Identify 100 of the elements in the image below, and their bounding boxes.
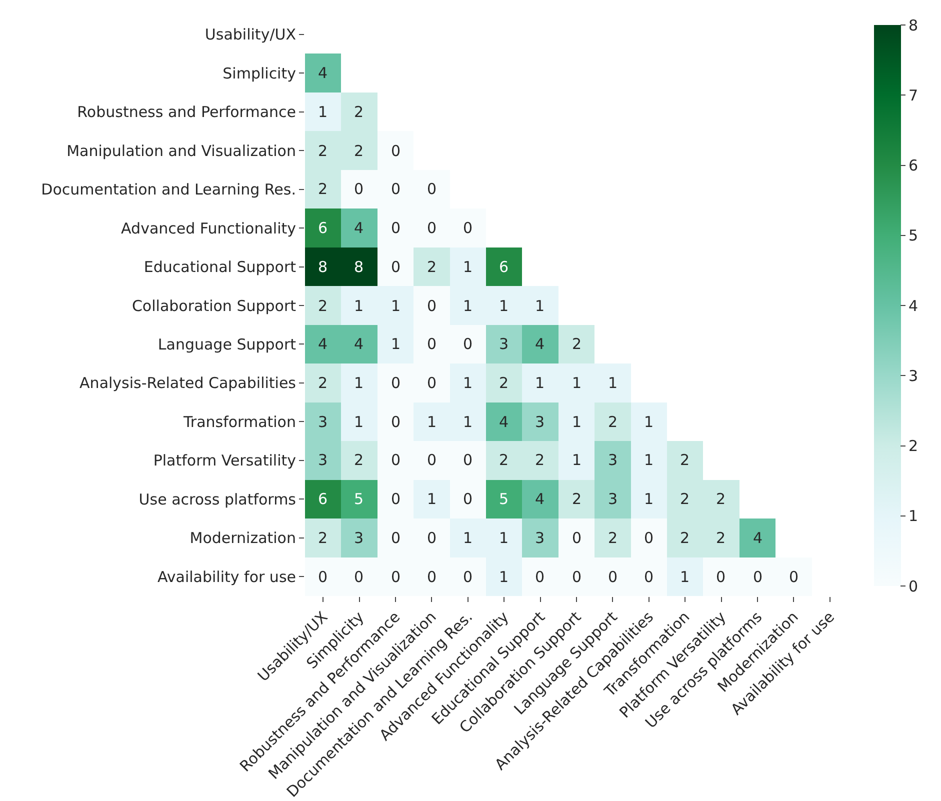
data-label: 0 (391, 451, 401, 469)
data-label: 6 (318, 219, 328, 237)
data-label: 4 (753, 529, 763, 547)
data-label: 1 (318, 103, 328, 121)
data-label: 0 (427, 451, 437, 469)
data-label: 2 (318, 529, 328, 547)
data-label: 0 (354, 568, 364, 586)
color-bar-label: 6 (908, 156, 918, 174)
data-label: 5 (354, 490, 364, 508)
data-label: 4 (354, 219, 364, 237)
data-label: 0 (463, 568, 473, 586)
data-label: 1 (354, 413, 364, 431)
data-label: 3 (354, 529, 364, 547)
data-label: 1 (354, 374, 364, 392)
data-label: 1 (499, 568, 509, 586)
data-label: 3 (499, 335, 509, 353)
data-label: 2 (427, 258, 437, 276)
data-label: 8 (318, 258, 328, 276)
data-label: 0 (391, 142, 401, 160)
data-label: 2 (499, 374, 509, 392)
data-label: 2 (680, 490, 690, 508)
data-label: 0 (789, 568, 799, 586)
color-bar-label: 4 (908, 296, 918, 315)
data-label: 2 (572, 490, 582, 508)
data-label: 0 (391, 529, 401, 547)
y-tick-label: Analysis-Related Capabilities (80, 374, 296, 392)
data-label: 1 (463, 413, 473, 431)
data-label: 0 (608, 568, 618, 586)
data-label: 0 (354, 180, 364, 198)
data-label: 1 (572, 413, 582, 431)
data-label: 1 (463, 258, 473, 276)
data-label: 2 (318, 374, 328, 392)
data-label: 4 (354, 335, 364, 353)
y-tick-label: Platform Versatility (153, 452, 296, 470)
data-label: 2 (608, 413, 618, 431)
color-bar-label: 1 (908, 507, 918, 526)
data-label: 0 (391, 413, 401, 431)
data-label: 6 (499, 258, 509, 276)
y-tick-label: Advanced Functionality (121, 219, 296, 238)
data-label: 0 (753, 568, 763, 586)
data-label: 3 (318, 413, 328, 431)
y-tick-label: Modernization (190, 529, 296, 548)
data-label: 1 (463, 374, 473, 392)
y-tick-label: Documentation and Learning Res. (41, 180, 296, 199)
y-tick-label: Manipulation and Visualization (66, 142, 296, 160)
data-label: 2 (716, 529, 726, 547)
data-label: 8 (354, 258, 364, 276)
data-label: 1 (572, 374, 582, 392)
data-label: 1 (354, 297, 364, 315)
data-label: 0 (572, 568, 582, 586)
data-label: 2 (354, 451, 364, 469)
data-label: 1 (427, 490, 437, 508)
data-label: 0 (391, 180, 401, 198)
data-label: 0 (391, 374, 401, 392)
data-label: 2 (572, 335, 582, 353)
data-label: 1 (391, 335, 401, 353)
data-label: 0 (391, 258, 401, 276)
data-label: 0 (572, 529, 582, 547)
data-label: 3 (608, 451, 618, 469)
y-tick-label: Usability/UX (204, 26, 296, 44)
data-label: 1 (463, 297, 473, 315)
data-label: 1 (535, 297, 545, 315)
data-label: 0 (427, 529, 437, 547)
data-label: 0 (463, 490, 473, 508)
data-label: 2 (499, 451, 509, 469)
data-label: 0 (463, 451, 473, 469)
y-tick-label: Transformation (182, 412, 296, 431)
data-label: 1 (608, 374, 618, 392)
data-label: 1 (463, 529, 473, 547)
data-label: 0 (535, 568, 545, 586)
data-label: 1 (535, 374, 545, 392)
y-tick-label: Educational Support (144, 258, 296, 276)
data-label: 3 (535, 413, 545, 431)
data-label: 0 (391, 568, 401, 586)
y-tick-label: Use across platforms (138, 490, 296, 508)
data-label: 1 (644, 413, 654, 431)
data-label: 4 (535, 335, 545, 353)
y-tick-label: Collaboration Support (132, 296, 296, 315)
data-label: 0 (644, 529, 654, 547)
data-label: 5 (499, 490, 509, 508)
data-label: 4 (318, 64, 328, 82)
color-bar-label: 0 (908, 577, 918, 596)
data-label: 2 (354, 103, 364, 121)
data-label: 1 (572, 451, 582, 469)
data-label: 6 (318, 490, 328, 508)
data-label: 0 (391, 219, 401, 237)
data-label: 0 (427, 219, 437, 237)
data-label: 2 (354, 142, 364, 160)
data-label: 1 (499, 297, 509, 315)
data-label: 3 (318, 451, 328, 469)
data-label: 2 (716, 490, 726, 508)
data-label: 0 (644, 568, 654, 586)
y-tick-label: Robustness and Performance (77, 103, 296, 122)
color-bar-label: 8 (908, 16, 918, 34)
data-label: 2 (318, 297, 328, 315)
data-label: 0 (427, 568, 437, 586)
y-tick-label: Language Support (158, 335, 296, 354)
color-bar-label: 3 (908, 366, 918, 385)
data-label: 0 (391, 490, 401, 508)
data-label: 0 (716, 568, 726, 586)
